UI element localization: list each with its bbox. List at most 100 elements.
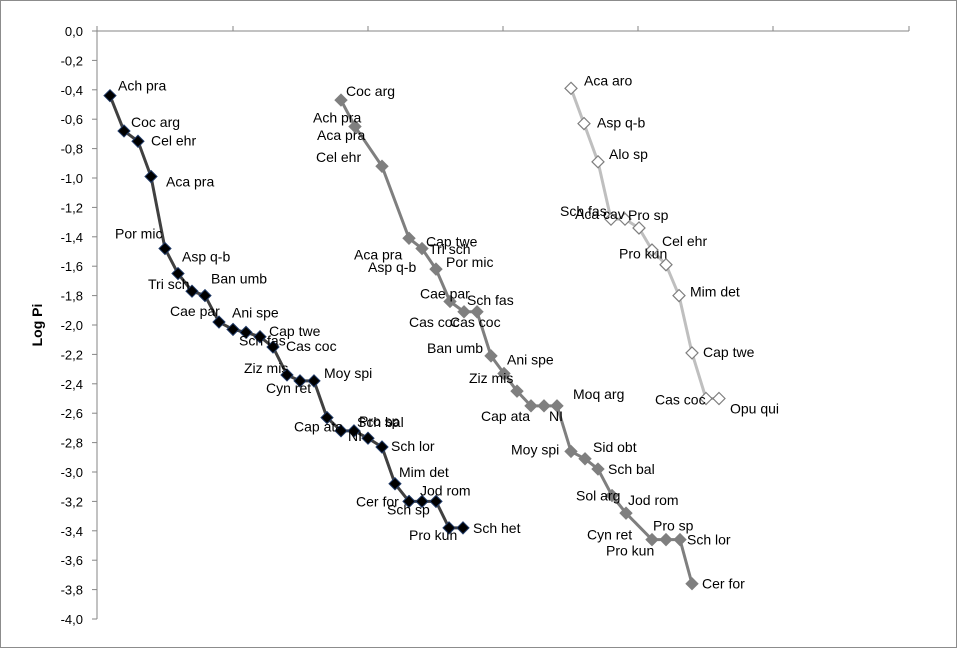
data-point-s3 <box>712 391 726 406</box>
y-tick-label: -1,8 <box>61 289 83 304</box>
y-tick-label: -1,0 <box>61 171 83 186</box>
point-label-s1: Asp q-b <box>182 249 230 265</box>
y-tick-label: -1,6 <box>61 259 83 274</box>
data-point-s2 <box>591 462 605 476</box>
data-point-s2 <box>619 506 633 520</box>
data-point-s2 <box>375 159 389 173</box>
point-label-s1: Cyn ret <box>266 380 311 396</box>
data-point-s2 <box>605 488 619 503</box>
y-tick-label: -3,6 <box>61 553 83 568</box>
point-label-s3: Alo sp <box>609 146 648 162</box>
point-label-s3: Asp q-b <box>597 115 645 131</box>
data-point-s2 <box>334 93 348 107</box>
data-point-s3 <box>685 346 699 360</box>
point-label-s1: Ziz mis <box>244 360 288 376</box>
data-point-s1 <box>266 340 280 354</box>
point-label-s2: Moq arg <box>573 386 624 402</box>
point-label-s3: Aca cav <box>575 206 625 222</box>
point-label-s1: Ban umb <box>211 271 267 287</box>
data-point-s1 <box>456 521 470 535</box>
point-label-s1: Mim det <box>399 464 449 480</box>
point-label-s2: Aca pra <box>354 247 402 263</box>
data-point-s1 <box>158 241 172 256</box>
data-point-s3 <box>591 154 605 169</box>
point-label-s1: Aca pra <box>166 174 214 190</box>
point-label-s2: Cel ehr <box>316 149 361 165</box>
point-label-s1: Cap twe <box>269 323 321 339</box>
data-point-s2 <box>402 231 416 245</box>
point-label-s3: Mim det <box>690 284 740 300</box>
point-label-s1: NI <box>348 428 362 444</box>
y-tick-label: -3,2 <box>61 494 83 509</box>
data-point-s2 <box>645 532 659 547</box>
point-label-s1: Cae par <box>170 303 220 319</box>
point-label-s1: Sch bal <box>357 414 404 430</box>
data-point-s2 <box>415 241 429 256</box>
data-point-s1 <box>226 322 240 337</box>
data-point-s2 <box>537 399 551 413</box>
data-point-s1 <box>402 494 416 509</box>
point-label-s2: Sch bal <box>608 461 655 477</box>
data-point-s1 <box>239 325 253 340</box>
data-point-s2 <box>578 452 592 466</box>
data-point-s1 <box>144 169 158 184</box>
data-point-s2 <box>497 366 511 381</box>
point-label-s1: Pro kun <box>409 527 457 543</box>
data-point-s3 <box>618 212 632 227</box>
y-tick-label: -2,0 <box>61 318 83 333</box>
series-markers <box>103 81 726 591</box>
data-point-s3 <box>564 81 578 96</box>
point-label-s1: Jod rom <box>420 482 471 498</box>
y-tick-label: -4,0 <box>61 612 83 627</box>
data-point-s3 <box>672 288 686 303</box>
point-label-s1: Tri sch <box>148 276 189 292</box>
y-tick-labels: 0,0 -0,2 -0,4 -0,6 -0,8 -1,0 -1,2 -1,4 -1,6 -1,8 -… <box>61 24 83 627</box>
data-point-s1 <box>171 266 185 281</box>
data-point-s3 <box>699 391 713 406</box>
point-label-s2: Cap twe <box>426 233 478 249</box>
data-point-s1 <box>212 315 226 329</box>
data-point-s2 <box>443 294 457 309</box>
point-label-s3: Aca aro <box>584 72 632 88</box>
point-label-s2-extra: Asp q-b <box>368 259 416 275</box>
data-point-s1 <box>253 330 267 344</box>
data-point-s1 <box>361 431 375 445</box>
point-label-s2: Sch fas <box>467 292 514 308</box>
point-label-s2: Moy spi <box>511 441 559 457</box>
point-label-s2: Pro sp <box>653 518 694 534</box>
data-point-s2 <box>457 305 471 319</box>
y-tick-label: -2,4 <box>61 377 83 392</box>
y-tick-label: -0,4 <box>61 83 83 98</box>
point-label-s1: Sch lor <box>391 438 435 454</box>
data-point-s1 <box>388 477 402 491</box>
point-labels: Ach pra Coc arg Cel ehr Aca pra Por mic Asp q… <box>115 72 779 591</box>
point-label-s2: Tri sch <box>429 241 470 257</box>
point-label-s1: Sch sp <box>387 501 430 517</box>
y-axis-title: Log Pi <box>29 304 45 347</box>
data-point-s2 <box>470 305 484 319</box>
data-point-s3 <box>632 221 646 235</box>
point-label-s1: Ach pra <box>118 78 166 94</box>
data-point-s2 <box>524 399 538 413</box>
data-point-s2 <box>429 262 443 276</box>
chart-axes <box>92 26 910 620</box>
point-label-s1: Coc arg <box>131 114 180 130</box>
y-tick-label: -3,4 <box>61 524 83 539</box>
point-label-s2: Jod rom <box>628 492 679 508</box>
series-line-3 <box>569 87 719 400</box>
y-tick-label: 0,0 <box>65 24 83 39</box>
data-point-s1 <box>334 424 348 438</box>
data-point-s3 <box>659 257 673 272</box>
data-point-s2 <box>550 399 564 413</box>
data-point-s1 <box>198 288 212 303</box>
data-point-s1 <box>131 134 145 148</box>
point-label-s2: Sid obt <box>593 439 637 455</box>
point-label-s2: Cas coc <box>409 314 460 330</box>
point-label-s3: Sch fas <box>560 203 607 219</box>
point-label-s1: Cer for <box>356 493 399 509</box>
data-point-s1 <box>117 124 131 138</box>
point-label-s1: Cel ehr <box>151 132 196 148</box>
point-label-s3: Pro kun <box>619 246 667 262</box>
point-label-s2: Ban umb <box>427 340 483 356</box>
